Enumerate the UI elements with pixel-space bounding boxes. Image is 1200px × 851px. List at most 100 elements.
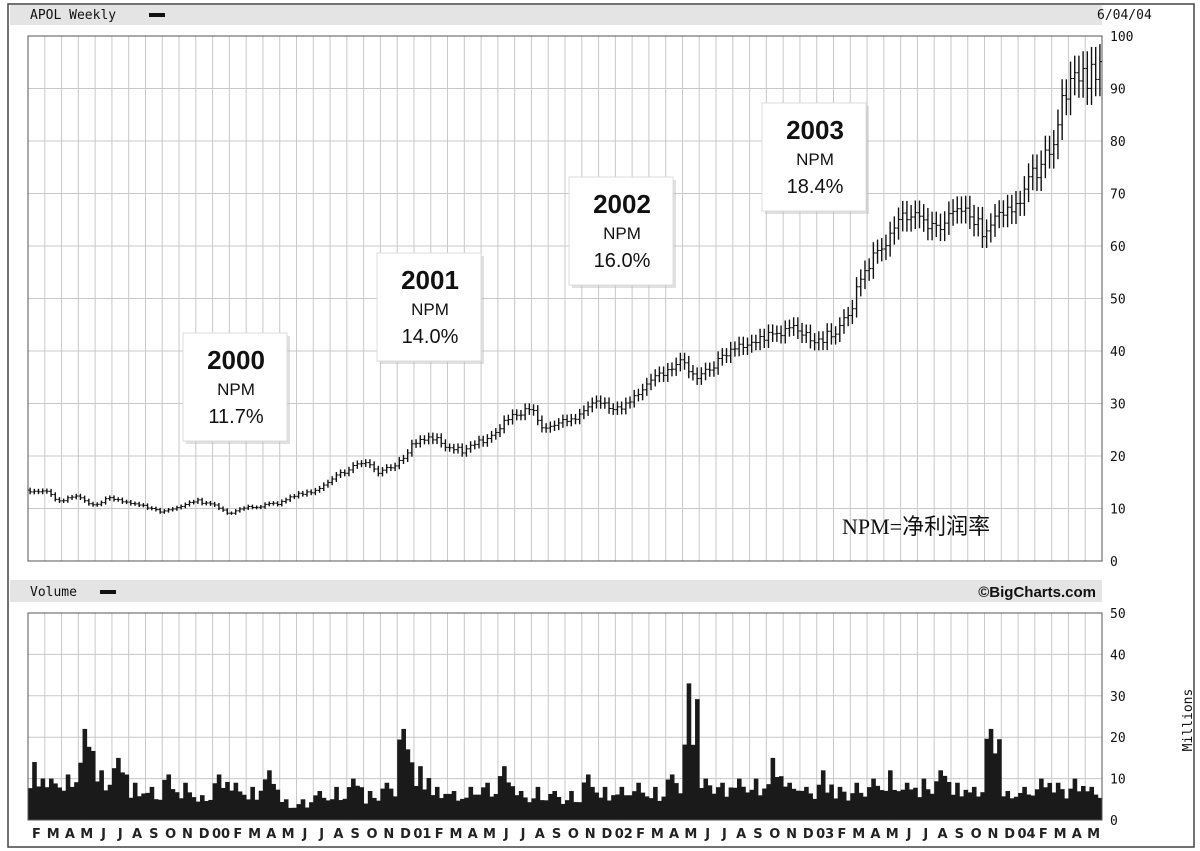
- volume-bar: [1081, 785, 1086, 820]
- volume-bar: [153, 799, 159, 820]
- volume-bar: [355, 785, 360, 820]
- volume-bar: [1068, 788, 1074, 820]
- volume-bar: [74, 782, 79, 820]
- volume-bar: [602, 786, 608, 820]
- volume-bar: [1022, 786, 1027, 820]
- volume-bar: [468, 786, 474, 820]
- volume-bar: [267, 770, 272, 820]
- volume-bar: [128, 797, 134, 820]
- volume-bar: [749, 789, 755, 820]
- volume-bar: [351, 778, 356, 820]
- volume-bar: [812, 798, 818, 820]
- x-tick-label: D: [199, 827, 210, 842]
- volume-bar: [674, 783, 679, 820]
- x-tick-label: F: [32, 827, 41, 842]
- volume-bar: [514, 795, 520, 820]
- volume-bar: [430, 795, 436, 820]
- volume-bar: [896, 791, 902, 820]
- volume-y-tick: 10: [1110, 773, 1126, 788]
- volume-bar: [145, 792, 151, 820]
- volume-bar: [233, 782, 239, 820]
- volume-bar: [359, 787, 365, 820]
- x-tick-label: M: [1054, 827, 1067, 842]
- volume-bar: [325, 800, 331, 820]
- x-tick-label: F: [233, 827, 242, 842]
- annotation-label: NPM: [603, 224, 641, 243]
- volume-bar: [426, 778, 432, 820]
- x-tick-label: O: [971, 827, 982, 842]
- volume-bar: [690, 744, 696, 820]
- volume-bar: [510, 786, 516, 820]
- volume-bar: [283, 799, 289, 820]
- volume-bar: [1009, 798, 1015, 820]
- volume-bar: [808, 793, 813, 820]
- volume-bar: [925, 789, 931, 820]
- x-tick-label: S: [351, 827, 360, 842]
- npm-annotation-2003: 2003 NPM 18.4%: [761, 102, 869, 214]
- volume-bar: [279, 801, 285, 820]
- x-tick-label: A: [132, 827, 142, 842]
- volume-bar: [149, 786, 155, 820]
- volume-bar: [611, 795, 616, 820]
- volume-bar: [376, 800, 381, 820]
- x-tick-label: 03: [816, 827, 834, 842]
- volume-bar: [665, 779, 671, 820]
- x-tick-label: F: [636, 827, 645, 842]
- x-tick-label: J: [520, 827, 526, 842]
- volume-bar: [502, 766, 507, 820]
- volume-bar: [472, 794, 478, 820]
- volume-series: [28, 683, 1103, 820]
- annotation-year: 2001: [401, 265, 459, 295]
- volume-bar: [686, 683, 692, 820]
- volume-bar: [556, 796, 562, 820]
- price-y-tick: 30: [1110, 398, 1126, 413]
- volume-bar: [372, 797, 377, 820]
- volume-bar: [946, 781, 952, 820]
- volume-bar: [338, 800, 344, 820]
- volume-bar: [237, 791, 243, 820]
- volume-bar: [707, 785, 713, 820]
- volume-bar: [418, 766, 423, 820]
- volume-bar: [967, 792, 973, 820]
- volume-bar: [816, 784, 822, 820]
- volume-bar: [963, 789, 969, 820]
- x-tick-label: A: [870, 827, 880, 842]
- volume-bar: [757, 795, 763, 820]
- volume-bar: [36, 786, 41, 820]
- volume-bar: [737, 778, 742, 820]
- annotation-box: [376, 252, 482, 362]
- price-y-tick: 90: [1110, 83, 1126, 98]
- volume-bar: [413, 786, 419, 820]
- volume-bar: [535, 786, 541, 820]
- volume-bar: [791, 788, 797, 820]
- volume-bar: [132, 782, 138, 820]
- volume-bar: [95, 781, 100, 820]
- volume-axis-unit: Millions: [1181, 689, 1196, 752]
- volume-bar: [409, 762, 415, 820]
- volume-bar: [913, 787, 918, 820]
- volume-bar: [992, 753, 998, 820]
- volume-bar: [392, 796, 398, 820]
- x-axis: F M A M J J A S O N D 00 F M A M J J A S O N D 01 F M A M J J A S O N D 02 F…: [32, 827, 1100, 842]
- volume-bar: [875, 785, 881, 820]
- price-plot-frame: [27, 35, 1103, 562]
- volume-bar: [44, 787, 50, 820]
- volume-bar: [124, 774, 130, 820]
- volume-bar: [883, 790, 889, 820]
- x-tick-label: A: [266, 827, 276, 842]
- chart-title: APOL Weekly: [30, 8, 116, 23]
- volume-bar: [976, 796, 981, 820]
- volume-bar: [69, 786, 75, 820]
- price-y-tick: 40: [1110, 345, 1126, 360]
- volume-bar: [317, 791, 323, 820]
- volume-bar: [443, 793, 448, 820]
- npm-annotations: 2000 NPM 11.7% 2001 NPM 14.0% 2002 NPM 16.0% 2003…: [182, 102, 869, 444]
- volume-bar: [200, 795, 205, 820]
- x-tick-label: M: [47, 827, 60, 842]
- volume-y-tick: 30: [1110, 690, 1126, 705]
- volume-bar: [938, 770, 943, 820]
- volume-bar: [984, 738, 990, 820]
- x-tick-label: A: [535, 827, 545, 842]
- x-tick-label: S: [753, 827, 762, 842]
